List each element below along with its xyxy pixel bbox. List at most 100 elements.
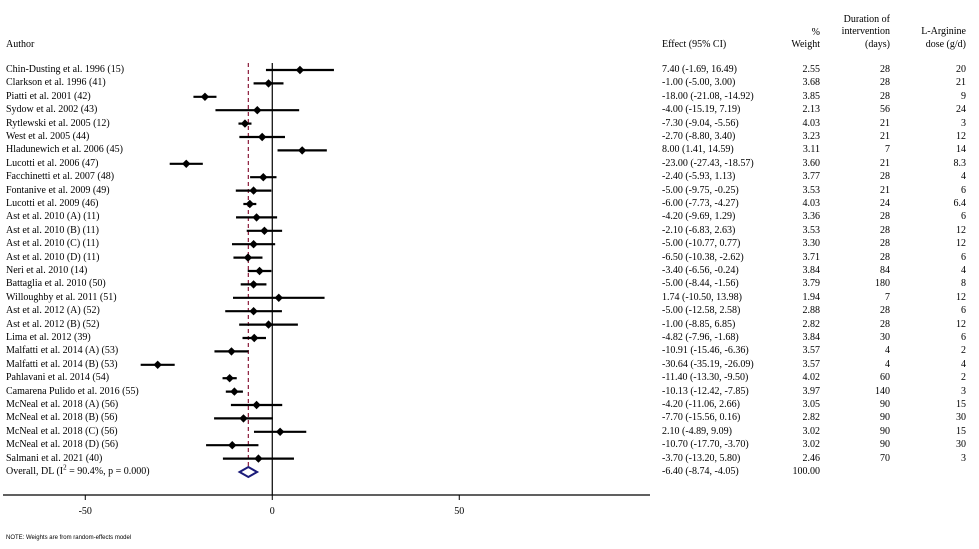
effect-ci-text: -4.82 (-7.96, -1.68) bbox=[662, 332, 739, 343]
effect-ci-text: -6.00 (-7.73, -4.27) bbox=[662, 198, 739, 209]
dose-value: 30 bbox=[956, 412, 966, 424]
study-label: Camarena Pulido et al. 2016 (55) bbox=[6, 385, 139, 397]
point-estimate-marker bbox=[250, 333, 259, 343]
weight-value: 3.84 bbox=[802, 265, 821, 276]
weight-value: 3.71 bbox=[802, 251, 821, 263]
study-label: Lima et al. 2012 (39) bbox=[6, 332, 91, 343]
study-label: Ast et al. 2012 (B) (52) bbox=[6, 318, 100, 330]
overall-label-stats: = 90.4%, p = 0.000) bbox=[66, 466, 150, 477]
study-label: McNeal et al. 2018 (A) (56) bbox=[6, 399, 119, 410]
study-label: Pahlavani et al. 2014 (54) bbox=[6, 372, 110, 384]
point-estimate-marker bbox=[182, 159, 191, 168]
duration-value: 28 bbox=[880, 224, 890, 236]
weight-value: 2.13 bbox=[802, 104, 821, 116]
study-label: Piatti et al. 2001 (42) bbox=[6, 90, 91, 102]
point-estimate-marker bbox=[249, 307, 258, 316]
weight-value: 3.23 bbox=[802, 131, 821, 142]
weight-value: 3.53 bbox=[802, 184, 821, 196]
header-effect: Effect (95% CI) bbox=[662, 39, 727, 50]
dose-value: 30 bbox=[956, 439, 966, 451]
weight-value: 3.02 bbox=[802, 439, 821, 451]
dose-value: 6 bbox=[961, 305, 966, 317]
study-label: West et al. 2005 (44) bbox=[6, 131, 90, 142]
study-label: Willoughby et al. 2011 (51) bbox=[6, 291, 117, 303]
overall-weight-value: 100.00 bbox=[792, 466, 821, 477]
dose-value: 12 bbox=[956, 318, 966, 330]
point-estimate-marker bbox=[243, 253, 253, 262]
duration-value: 90 bbox=[880, 425, 890, 437]
effect-ci-text: -4.00 (-15.19, 7.19) bbox=[662, 104, 741, 116]
effect-ci-text: -2.10 (-6.83, 2.63) bbox=[662, 224, 736, 236]
point-estimate-marker bbox=[295, 65, 305, 75]
dose-value: 8.3 bbox=[953, 157, 967, 169]
effect-ci-text: -6.50 (-10.38, -2.62) bbox=[662, 251, 744, 263]
effect-ci-text: -7.70 (-15.56, 0.16) bbox=[662, 412, 741, 424]
point-estimate-marker bbox=[249, 186, 258, 195]
duration-value: 28 bbox=[880, 305, 890, 317]
study-label: Clarkson et al. 1996 (41) bbox=[6, 77, 106, 89]
dose-value: 12 bbox=[956, 131, 966, 142]
dose-value: 12 bbox=[956, 291, 966, 303]
point-estimate-marker bbox=[252, 213, 261, 222]
point-estimate-marker bbox=[249, 280, 258, 289]
effect-ci-text: -4.20 (-11.06, 2.66) bbox=[662, 399, 740, 410]
overall-label-superscript: 2 bbox=[63, 463, 67, 472]
duration-value: 28 bbox=[880, 77, 890, 89]
point-estimate-marker bbox=[257, 132, 267, 142]
duration-value: 70 bbox=[880, 452, 890, 464]
dose-value: 3 bbox=[961, 117, 966, 129]
overall-diamond bbox=[237, 465, 260, 479]
weight-value: 3.11 bbox=[802, 144, 820, 156]
weight-value: 2.55 bbox=[802, 64, 821, 75]
weight-value: 1.94 bbox=[802, 291, 821, 303]
study-label: Battaglia et al. 2010 (50) bbox=[6, 278, 106, 290]
point-estimate-marker bbox=[297, 146, 307, 155]
point-estimate-marker bbox=[249, 240, 258, 249]
weight-value: 3.79 bbox=[802, 278, 821, 290]
duration-value: 21 bbox=[880, 157, 890, 169]
point-estimate-marker bbox=[255, 266, 264, 276]
point-estimate-marker bbox=[254, 454, 263, 463]
duration-value: 4 bbox=[885, 358, 890, 370]
study-label: Ast et al. 2012 (A) (52) bbox=[6, 305, 100, 317]
point-estimate-marker bbox=[239, 414, 248, 423]
study-label: Sydow et al. 2002 (43) bbox=[6, 104, 98, 116]
effect-ci-text: -4.20 (-9.69, 1.29) bbox=[662, 211, 736, 223]
x-tick-label: 0 bbox=[269, 506, 275, 517]
duration-value: 28 bbox=[880, 90, 890, 102]
effect-ci-text: 1.74 (-10.50, 13.98) bbox=[662, 291, 742, 303]
study-label: Ast et al. 2010 (C) (11) bbox=[6, 238, 99, 250]
dose-value: 12 bbox=[956, 224, 966, 236]
weight-value: 3.53 bbox=[802, 224, 821, 236]
effect-ci-text: -1.00 (-5.00, 3.00) bbox=[662, 77, 736, 89]
study-label: Ast et al. 2010 (D) (11) bbox=[6, 251, 100, 263]
duration-value: 28 bbox=[880, 251, 890, 263]
point-estimate-marker bbox=[225, 374, 234, 383]
header-dose-line1: L-Arginine bbox=[921, 26, 966, 37]
weight-value: 3.57 bbox=[802, 358, 821, 370]
dose-value: 3 bbox=[961, 385, 966, 397]
point-estimate-marker bbox=[245, 199, 255, 209]
duration-value: 84 bbox=[880, 265, 890, 276]
dose-value: 6 bbox=[961, 211, 966, 223]
overall-label-text: Overall, DL (I bbox=[6, 466, 64, 477]
study-label: McNeal et al. 2018 (D) (56) bbox=[6, 439, 119, 451]
effect-ci-text: -3.70 (-13.20, 5.80) bbox=[662, 452, 741, 464]
duration-value: 90 bbox=[880, 439, 890, 451]
weight-value: 3.30 bbox=[802, 238, 821, 250]
duration-value: 60 bbox=[880, 372, 890, 384]
effect-ci-text: -5.00 (-8.44, -1.56) bbox=[662, 278, 739, 290]
weight-value: 2.46 bbox=[802, 452, 821, 464]
header-weight: Weight bbox=[791, 39, 820, 50]
duration-value: 21 bbox=[880, 184, 890, 196]
point-estimate-marker bbox=[252, 400, 261, 410]
study-label: McNeal et al. 2018 (C) (56) bbox=[6, 425, 118, 437]
point-estimate-marker bbox=[264, 79, 273, 88]
point-estimate-marker bbox=[264, 320, 273, 329]
study-label: Rytlewski et al. 2005 (12) bbox=[6, 117, 110, 129]
duration-value: 140 bbox=[875, 385, 890, 397]
header-dose-line2: dose (g/d) bbox=[925, 39, 966, 50]
duration-value: 56 bbox=[880, 104, 890, 116]
effect-ci-text: -10.91 (-15.46, -6.36) bbox=[662, 345, 749, 357]
duration-value: 7 bbox=[885, 144, 890, 156]
